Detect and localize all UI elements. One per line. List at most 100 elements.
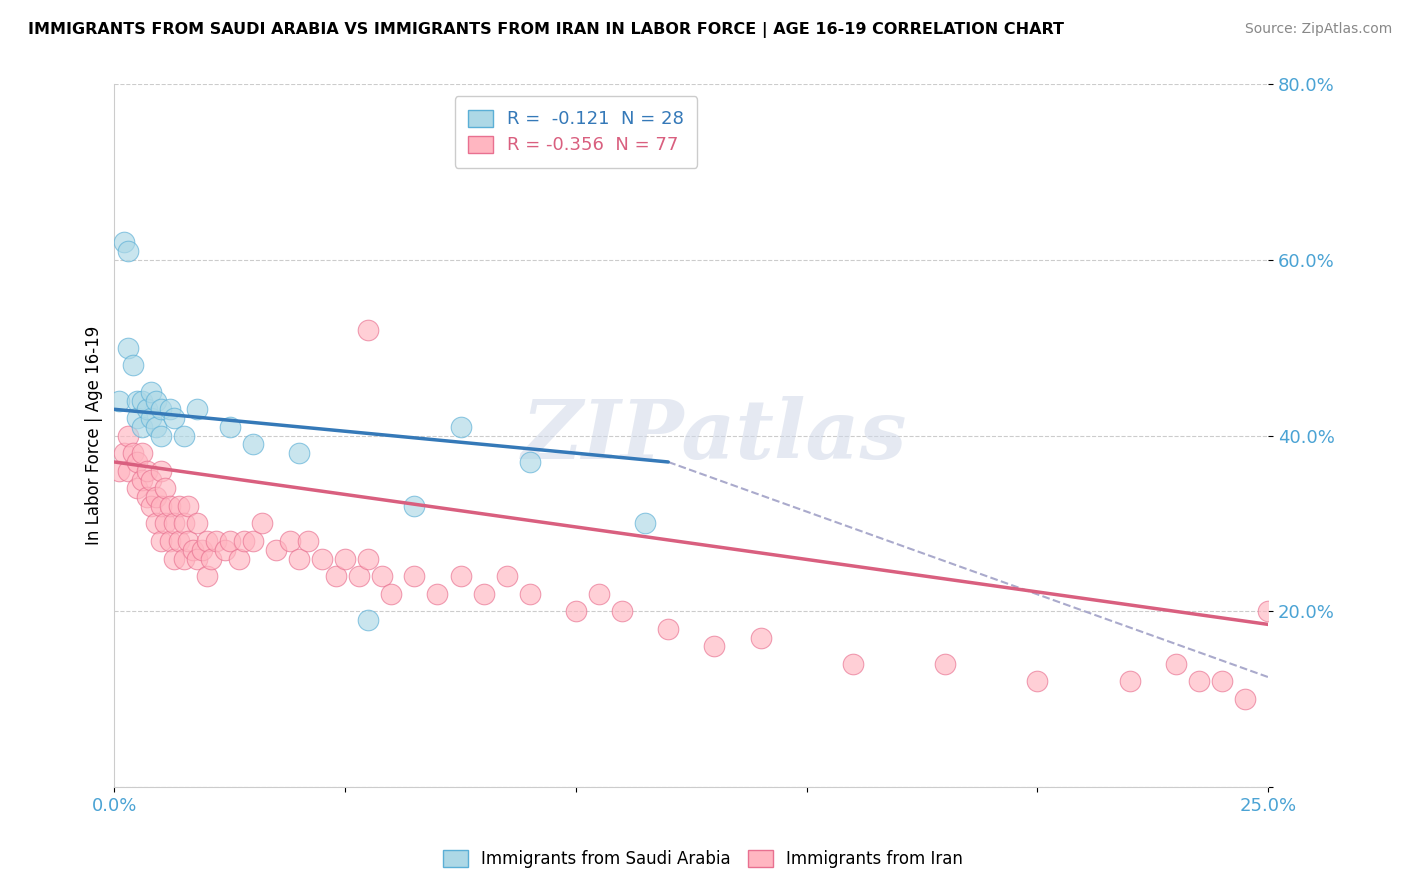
Immigrants from Iran xyxy=(167,534,190,549)
Immigrants from Iran xyxy=(163,516,186,531)
Immigrants from Saudi Arabia xyxy=(112,235,135,250)
Immigrants from Iran xyxy=(177,534,200,549)
Immigrants from Saudi Arabia xyxy=(173,428,195,442)
Immigrants from Iran xyxy=(357,551,380,566)
Immigrants from Iran xyxy=(333,551,356,566)
Immigrants from Iran xyxy=(264,542,287,557)
Immigrants from Iran xyxy=(1026,674,1049,689)
Immigrants from Iran xyxy=(1211,674,1233,689)
Immigrants from Saudi Arabia xyxy=(135,402,157,417)
Immigrants from Iran xyxy=(703,640,725,654)
Immigrants from Iran xyxy=(173,516,195,531)
Immigrants from Saudi Arabia xyxy=(163,411,186,425)
Immigrants from Iran xyxy=(195,569,218,583)
Immigrants from Iran xyxy=(122,446,145,460)
Immigrants from Iran xyxy=(117,464,139,478)
Immigrants from Saudi Arabia xyxy=(634,516,657,531)
Immigrants from Iran xyxy=(1164,657,1187,671)
Immigrants from Iran xyxy=(145,490,167,504)
Immigrants from Iran xyxy=(610,604,633,618)
Immigrants from Iran xyxy=(297,534,319,549)
Y-axis label: In Labor Force | Age 16-19: In Labor Force | Age 16-19 xyxy=(86,326,103,545)
Immigrants from Saudi Arabia xyxy=(242,437,264,451)
Immigrants from Saudi Arabia xyxy=(141,384,163,399)
Immigrants from Saudi Arabia xyxy=(159,402,181,417)
Immigrants from Saudi Arabia xyxy=(288,446,311,460)
Immigrants from Iran xyxy=(131,473,153,487)
Immigrants from Saudi Arabia xyxy=(357,613,380,627)
Immigrants from Iran xyxy=(214,542,236,557)
Legend: R =  -0.121  N = 28, R = -0.356  N = 77: R = -0.121 N = 28, R = -0.356 N = 77 xyxy=(456,96,697,168)
Immigrants from Iran xyxy=(135,464,157,478)
Immigrants from Iran xyxy=(1257,604,1279,618)
Immigrants from Saudi Arabia xyxy=(131,420,153,434)
Immigrants from Iran xyxy=(117,428,139,442)
Immigrants from Iran xyxy=(1118,674,1140,689)
Immigrants from Saudi Arabia xyxy=(122,359,145,373)
Immigrants from Saudi Arabia xyxy=(117,244,139,259)
Immigrants from Iran xyxy=(177,499,200,513)
Immigrants from Iran xyxy=(380,587,402,601)
Text: IMMIGRANTS FROM SAUDI ARABIA VS IMMIGRANTS FROM IRAN IN LABOR FORCE | AGE 16-19 : IMMIGRANTS FROM SAUDI ARABIA VS IMMIGRAN… xyxy=(28,22,1064,38)
Immigrants from Iran xyxy=(195,534,218,549)
Immigrants from Iran xyxy=(1188,674,1211,689)
Immigrants from Iran xyxy=(167,499,190,513)
Immigrants from Iran xyxy=(278,534,301,549)
Immigrants from Iran xyxy=(159,499,181,513)
Immigrants from Saudi Arabia xyxy=(127,393,149,408)
Immigrants from Iran xyxy=(404,569,426,583)
Immigrants from Saudi Arabia xyxy=(404,499,426,513)
Text: ZIPatlas: ZIPatlas xyxy=(522,396,907,475)
Immigrants from Iran xyxy=(159,534,181,549)
Text: Source: ZipAtlas.com: Source: ZipAtlas.com xyxy=(1244,22,1392,37)
Immigrants from Iran xyxy=(325,569,347,583)
Immigrants from Iran xyxy=(181,542,204,557)
Immigrants from Saudi Arabia xyxy=(149,402,172,417)
Immigrants from Iran xyxy=(141,499,163,513)
Immigrants from Iran xyxy=(242,534,264,549)
Immigrants from Saudi Arabia xyxy=(108,393,131,408)
Immigrants from Iran xyxy=(472,587,495,601)
Immigrants from Saudi Arabia xyxy=(117,341,139,355)
Immigrants from Iran xyxy=(205,534,228,549)
Immigrants from Iran xyxy=(450,569,472,583)
Immigrants from Saudi Arabia xyxy=(127,411,149,425)
Immigrants from Iran xyxy=(1234,692,1257,706)
Immigrants from Iran xyxy=(657,622,679,636)
Immigrants from Iran xyxy=(200,551,222,566)
Immigrants from Iran xyxy=(149,534,172,549)
Immigrants from Iran xyxy=(288,551,311,566)
Immigrants from Iran xyxy=(173,551,195,566)
Immigrants from Iran xyxy=(127,481,149,495)
Immigrants from Saudi Arabia xyxy=(141,411,163,425)
Immigrants from Saudi Arabia xyxy=(218,420,240,434)
Immigrants from Iran xyxy=(311,551,333,566)
Immigrants from Iran xyxy=(347,569,370,583)
Immigrants from Iran xyxy=(218,534,240,549)
Immigrants from Iran xyxy=(588,587,610,601)
Immigrants from Iran xyxy=(842,657,865,671)
Immigrants from Iran xyxy=(250,516,273,531)
Immigrants from Iran xyxy=(127,455,149,469)
Immigrants from Iran xyxy=(131,446,153,460)
Immigrants from Iran xyxy=(141,473,163,487)
Immigrants from Iran xyxy=(153,516,176,531)
Immigrants from Saudi Arabia xyxy=(450,420,472,434)
Immigrants from Iran xyxy=(749,631,772,645)
Immigrants from Iran xyxy=(371,569,394,583)
Immigrants from Saudi Arabia xyxy=(145,393,167,408)
Immigrants from Iran xyxy=(163,551,186,566)
Immigrants from Saudi Arabia xyxy=(186,402,208,417)
Immigrants from Iran xyxy=(191,542,214,557)
Immigrants from Iran xyxy=(108,464,131,478)
Immigrants from Iran xyxy=(426,587,449,601)
Immigrants from Iran xyxy=(565,604,588,618)
Immigrants from Iran xyxy=(145,516,167,531)
Immigrants from Iran xyxy=(519,587,541,601)
Immigrants from Saudi Arabia xyxy=(131,393,153,408)
Immigrants from Iran xyxy=(186,551,208,566)
Immigrants from Iran xyxy=(357,323,380,337)
Immigrants from Iran xyxy=(135,490,157,504)
Immigrants from Iran xyxy=(186,516,208,531)
Immigrants from Iran xyxy=(934,657,956,671)
